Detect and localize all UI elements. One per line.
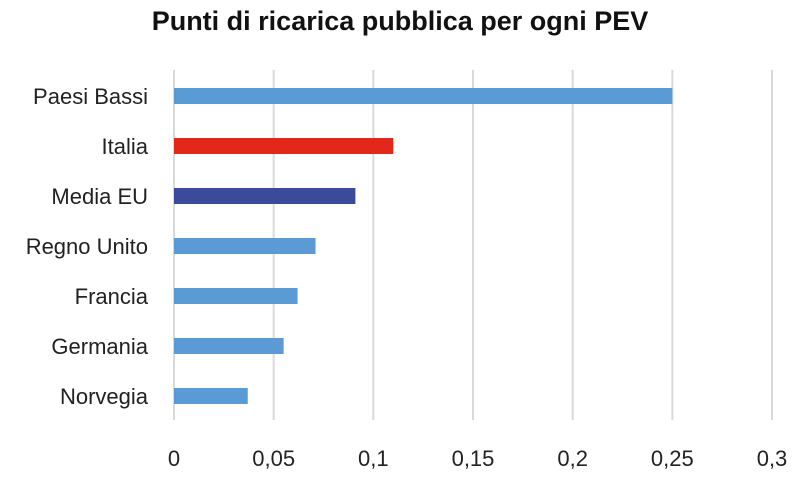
x-axis-tick-labels: 0 0,05 0,1 0,15 0,2 0,25 0,3: [168, 446, 787, 471]
chart-title: Punti di ricarica pubblica per ogni PEV: [151, 6, 649, 36]
x-tick-label: 0,05: [252, 446, 295, 471]
category-label: Norvegia: [60, 384, 149, 409]
category-label: Media EU: [51, 184, 148, 209]
bar: [174, 288, 298, 304]
category-label: Italia: [102, 134, 149, 159]
x-tick-label: 0: [168, 446, 180, 471]
category-label: Paesi Bassi: [33, 84, 148, 109]
x-tick-label: 0,2: [557, 446, 588, 471]
category-labels: Paesi Bassi Italia Media EU Regno Unito Fran…: [26, 84, 149, 409]
bar: [174, 338, 284, 354]
bars: [174, 88, 673, 404]
bar: [174, 238, 316, 254]
bar: [174, 88, 673, 104]
x-tick-label: 0,3: [757, 446, 788, 471]
bar: [174, 188, 356, 204]
category-label: Germania: [51, 334, 148, 359]
category-label: Francia: [75, 284, 149, 309]
x-tick-label: 0,15: [452, 446, 495, 471]
x-tick-label: 0,25: [651, 446, 694, 471]
bar: [174, 388, 248, 404]
category-label: Regno Unito: [26, 234, 148, 259]
bar: [174, 138, 394, 154]
x-tick-label: 0,1: [358, 446, 389, 471]
